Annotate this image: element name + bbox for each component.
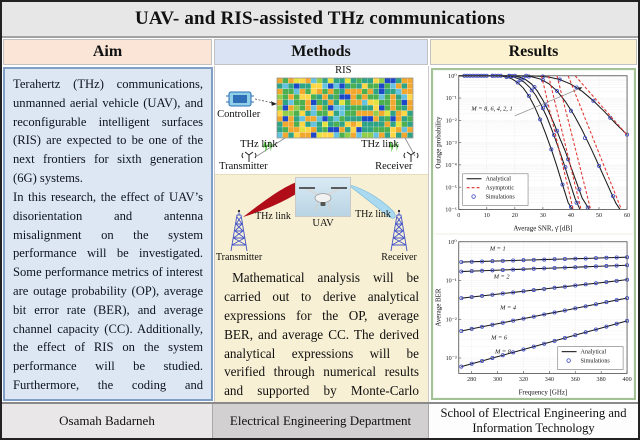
svg-text:10⁻⁴: 10⁻⁴ xyxy=(445,162,457,169)
title-bar: UAV- and RIS-assisted THz communications xyxy=(2,2,638,38)
svg-text:320: 320 xyxy=(519,376,528,382)
column-headers: Aim Methods Results xyxy=(2,38,638,66)
svg-text:10: 10 xyxy=(484,212,490,218)
department-name: Electrical Engineering Department xyxy=(213,404,429,438)
thz-beam-blue xyxy=(346,183,396,219)
svg-text:10⁻²: 10⁻² xyxy=(446,316,457,323)
author-name: Osamah Badarneh xyxy=(2,404,213,438)
antenna-icon xyxy=(241,151,257,162)
svg-text:Analytical: Analytical xyxy=(581,349,607,355)
antenna-icon xyxy=(403,151,419,162)
svg-text:Analytical: Analytical xyxy=(485,176,511,182)
footer-row: Osamah Badarneh Electrical Engineering D… xyxy=(2,402,638,438)
svg-text:Frequency [GHz]: Frequency [GHz] xyxy=(519,389,568,396)
svg-text:Average BER: Average BER xyxy=(435,288,442,327)
receiver-label: Receiver xyxy=(381,252,417,263)
ris-diagram: RIS Controller THz link THz link Transmi… xyxy=(215,65,428,174)
aim-paragraph-2: In this research, the effect of UAV’s di… xyxy=(13,189,204,399)
results-frame: M = 8, 6, 4, 2, 1 0 10 20 30 40 50 60 10⁰ 10⁻¹ 10⁻… xyxy=(431,68,636,400)
svg-text:10⁰: 10⁰ xyxy=(448,238,457,245)
body-row: Terahertz (THz) communications, unmanned… xyxy=(2,65,638,402)
svg-text:Asymptotic: Asymptotic xyxy=(485,185,514,191)
aim-header: Aim xyxy=(3,39,213,65)
uav-label: UAV xyxy=(312,218,334,229)
svg-text:20: 20 xyxy=(512,212,518,218)
aim-panel: Terahertz (THz) communications, unmanned… xyxy=(3,67,214,401)
svg-text:Outage probability: Outage probability xyxy=(435,116,442,169)
lightning-icon xyxy=(262,140,274,153)
svg-text:10⁻²: 10⁻² xyxy=(446,117,457,124)
methods-panel: RIS Controller THz link THz link Transmi… xyxy=(214,65,429,402)
uav-diagram: UAV THz link THz link Transmitter Receiv… xyxy=(215,174,428,264)
uav-diagram-graphics xyxy=(230,180,408,252)
methods-header: Methods xyxy=(214,39,428,65)
svg-text:10⁰: 10⁰ xyxy=(448,72,457,79)
svg-text:Average SNR, γ̄ [dB]: Average SNR, γ̄ [dB] xyxy=(513,225,572,232)
average-ber-chart: M = 1 M = 2 M = 4 M = 6 M = 8 280 300 320 340 360… xyxy=(435,238,631,396)
transmitter-label: Transmitter xyxy=(219,161,268,172)
outage-probability-chart-box: M = 8, 6, 4, 2, 1 0 10 20 30 40 50 60 10⁰ 10⁻¹ 10⁻… xyxy=(434,71,633,233)
controller-to-ris-arrow xyxy=(254,98,278,106)
svg-text:M = 4: M = 4 xyxy=(499,304,517,311)
svg-text:Simulations: Simulations xyxy=(485,194,515,200)
tower-icon xyxy=(390,209,408,252)
thz-beam-red xyxy=(243,180,307,217)
svg-text:Simulations: Simulations xyxy=(581,358,611,364)
aim-paragraph-1: Terahertz (THz) communications, unmanned… xyxy=(13,77,204,186)
lightning-icon xyxy=(388,140,400,153)
outage-probability-chart: M = 8, 6, 4, 2, 1 0 10 20 30 40 50 60 10⁰ 10⁻¹ 10⁻… xyxy=(435,72,630,232)
ris-diagram-graphics xyxy=(226,77,419,162)
svg-text:10⁻⁵: 10⁻⁵ xyxy=(445,184,457,191)
svg-text:60: 60 xyxy=(624,212,630,218)
svg-text:10⁻³: 10⁻³ xyxy=(446,355,457,362)
results-panel: M = 8, 6, 4, 2, 1 0 10 20 30 40 50 60 10⁰ 10⁻¹ 10⁻… xyxy=(429,66,638,402)
page-title: UAV- and RIS-assisted THz communications xyxy=(134,8,506,29)
svg-text:M = 8, 6, 4, 2, 1: M = 8, 6, 4, 2, 1 xyxy=(470,105,512,112)
tower-icon xyxy=(230,209,248,252)
transmitter-label: Transmitter xyxy=(215,252,263,263)
svg-text:10⁻³: 10⁻³ xyxy=(446,139,457,146)
svg-text:30: 30 xyxy=(540,212,546,218)
svg-text:M = 8: M = 8 xyxy=(494,348,512,355)
controller-label: Controller xyxy=(217,109,261,120)
svg-text:380: 380 xyxy=(597,376,606,382)
school-name: School of Electrical Engineering and Inf… xyxy=(429,404,638,438)
methods-paragraph: Mathematical analysis will be carried ou… xyxy=(224,270,419,399)
svg-text:280: 280 xyxy=(467,376,476,382)
drone-icon xyxy=(299,187,348,212)
svg-text:50: 50 xyxy=(596,212,602,218)
svg-text:40: 40 xyxy=(568,212,574,218)
uav-image xyxy=(295,177,352,217)
thz-link-label: THz link xyxy=(355,209,391,220)
ris-label: RIS xyxy=(335,65,352,76)
svg-text:0: 0 xyxy=(457,212,460,218)
svg-text:300: 300 xyxy=(493,376,502,382)
controller-icon xyxy=(226,91,255,107)
svg-text:M = 2: M = 2 xyxy=(493,273,511,280)
svg-text:10⁻¹: 10⁻¹ xyxy=(446,95,457,102)
svg-text:M = 1: M = 1 xyxy=(489,245,506,252)
thz-link-label: THz link xyxy=(240,139,278,150)
receiver-label: Receiver xyxy=(375,161,413,172)
thz-link-label: THz link xyxy=(361,139,399,150)
svg-text:10⁻¹: 10⁻¹ xyxy=(446,277,457,284)
svg-text:10⁻⁶: 10⁻⁶ xyxy=(445,206,457,213)
thz-link-label: THz link xyxy=(255,211,291,222)
svg-text:340: 340 xyxy=(545,376,554,382)
results-header: Results xyxy=(429,39,638,65)
ris-surface xyxy=(277,78,413,138)
average-ber-chart-box: M = 1 M = 2 M = 4 M = 6 M = 8 280 300 320 340 360… xyxy=(434,235,633,397)
svg-text:360: 360 xyxy=(571,376,580,382)
svg-text:400: 400 xyxy=(622,376,631,382)
svg-text:M = 6: M = 6 xyxy=(490,334,508,341)
